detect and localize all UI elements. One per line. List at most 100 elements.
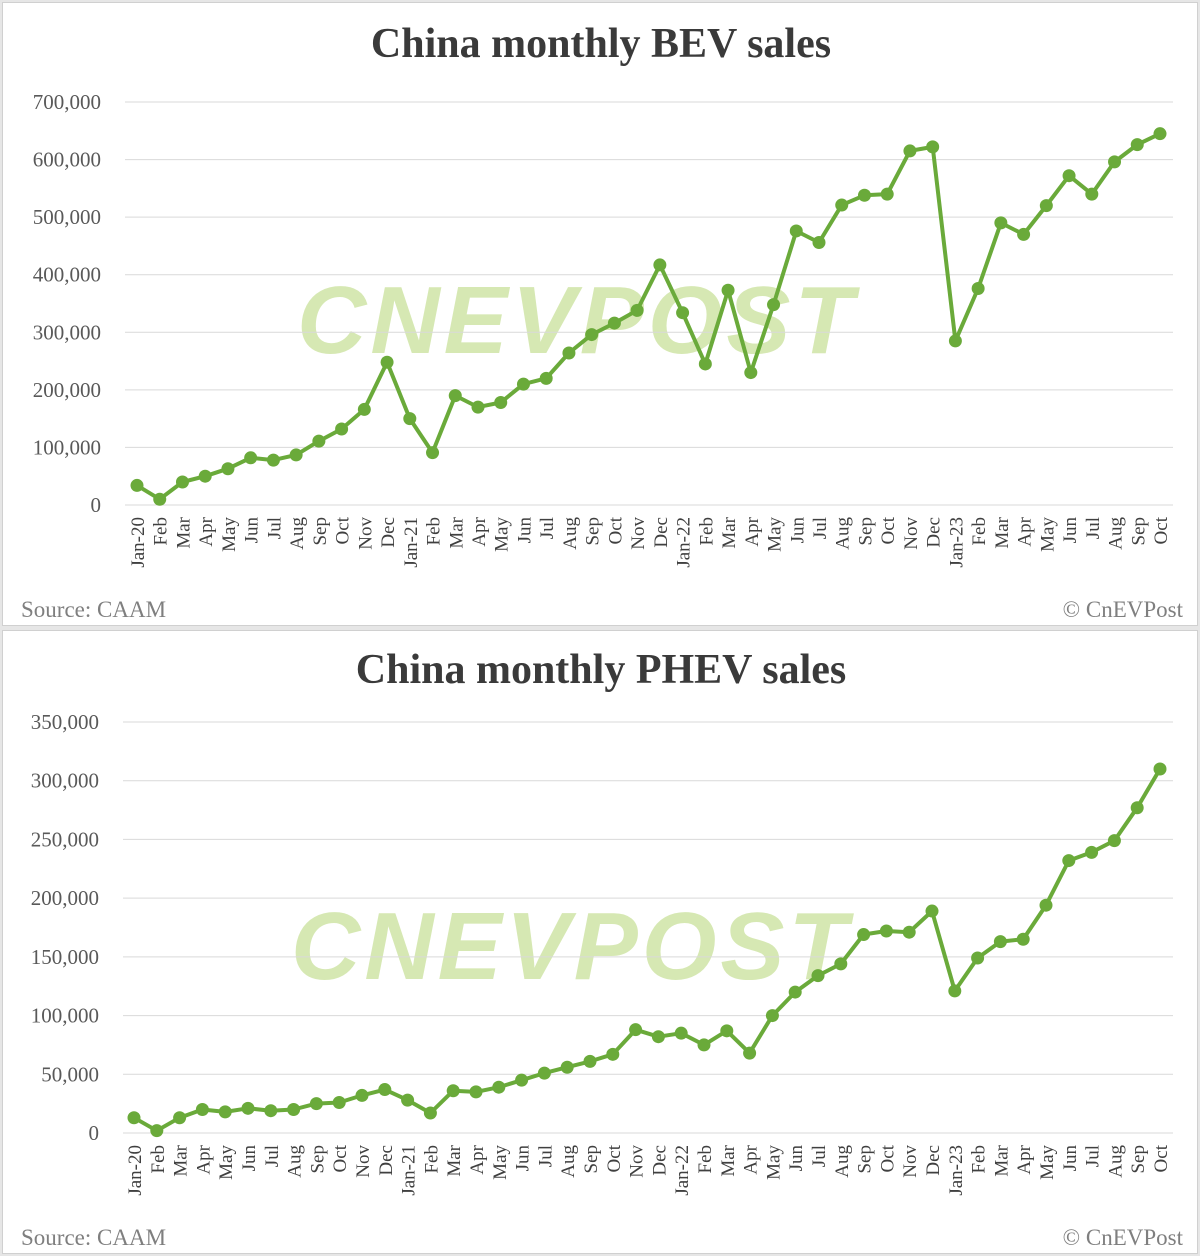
y-tick-label: 100,000: [33, 435, 101, 459]
x-tick-label: Aug: [558, 1145, 579, 1178]
data-point: [309, 1097, 323, 1111]
data-point: [789, 224, 803, 238]
data-point: [1107, 834, 1121, 848]
credit-label: © CnEVPost: [1063, 597, 1184, 622]
data-point: [834, 957, 848, 971]
x-tick-label: Apr: [1014, 1144, 1035, 1174]
x-tick-label: Jan-21: [399, 1145, 420, 1196]
x-tick-label: Nov: [355, 517, 376, 550]
x-tick-label: Dec: [924, 517, 945, 548]
data-point: [173, 1111, 187, 1125]
phev-line-chart: CNEVPOST China monthly PHEV sales 0 50,00…: [21, 647, 1184, 1250]
y-tick-label: 600,000: [33, 148, 101, 172]
x-tick-label: Aug: [1105, 1145, 1126, 1178]
x-tick-label: Jul: [810, 517, 831, 539]
x-tick-label: Feb: [424, 517, 445, 546]
x-tick-label: Sep: [855, 1145, 876, 1174]
x-tick-label: Jun: [239, 1145, 260, 1172]
x-tick-label: Mar: [173, 516, 194, 548]
data-point: [1130, 138, 1144, 152]
data-point: [926, 140, 940, 154]
data-point: [720, 1024, 734, 1038]
data-point: [539, 371, 553, 385]
data-point: [403, 412, 417, 426]
x-tick-label: May: [763, 1145, 784, 1180]
x-tick-label: Mar: [444, 1144, 465, 1176]
x-tick-label: Jul: [1083, 1145, 1104, 1167]
x-tick-label: Jun: [786, 1145, 807, 1172]
x-tick-label: Feb: [421, 1145, 442, 1174]
x-tick-label: Jun: [513, 1145, 534, 1172]
y-tick-label: 200,000: [33, 378, 101, 402]
data-point: [426, 446, 440, 460]
x-tick-label: Dec: [651, 517, 672, 548]
data-point: [1039, 898, 1053, 912]
data-point: [401, 1093, 415, 1107]
x-tick-label: Apr: [1015, 516, 1036, 546]
data-point: [130, 478, 144, 492]
credit-label: © CnEVPost: [1063, 1225, 1184, 1250]
bev-chart-panel: CNEVPOST China monthly BEV sales 0 100,00…: [2, 2, 1198, 626]
x-tick-label: Dec: [649, 1145, 670, 1176]
y-tick-label: 350,000: [31, 710, 99, 734]
x-tick-label: Aug: [833, 517, 854, 550]
data-point: [287, 1103, 301, 1117]
y-tick-label: 300,000: [31, 769, 99, 793]
y-tick-label: 0: [89, 1121, 100, 1145]
chart-title: China monthly BEV sales: [371, 21, 831, 67]
data-point: [312, 434, 326, 448]
x-tick-label: Feb: [969, 1145, 990, 1174]
data-point: [651, 1030, 665, 1044]
x-tick-label: Jul: [264, 517, 285, 539]
x-tick-label: Feb: [148, 1145, 169, 1174]
data-point: [630, 303, 644, 317]
data-point: [357, 402, 371, 416]
data-point: [1130, 801, 1144, 815]
chart-title: China monthly PHEV sales: [356, 647, 847, 693]
y-tick-label: 300,000: [33, 320, 101, 344]
y-tick-label: 500,000: [33, 205, 101, 229]
x-tick-label: Dec: [378, 517, 399, 548]
x-tick-label: Oct: [604, 1144, 625, 1172]
data-point: [948, 334, 962, 348]
data-point: [583, 1054, 597, 1068]
data-point: [221, 462, 235, 476]
x-tick-label: Feb: [151, 517, 172, 546]
data-point: [492, 1080, 506, 1094]
data-point: [1085, 187, 1099, 201]
data-point: [698, 357, 712, 371]
x-tick-label: Nov: [628, 517, 649, 550]
data-point: [1016, 932, 1030, 946]
x-tick-label: Jan-20: [128, 517, 149, 568]
x-tick-label: Dec: [923, 1145, 944, 1176]
data-point: [423, 1106, 437, 1120]
x-tick-label: Oct: [1151, 516, 1172, 544]
data-point: [244, 451, 258, 465]
x-tick-label: Feb: [695, 1145, 716, 1174]
x-tick-label: Sep: [310, 517, 331, 546]
data-point: [585, 328, 599, 342]
data-point: [153, 492, 167, 506]
data-point: [676, 306, 690, 320]
data-point: [925, 904, 939, 918]
data-point: [1153, 762, 1167, 776]
x-tick-label: Jun: [1060, 517, 1081, 544]
data-point: [264, 1104, 278, 1118]
x-tick-label: Sep: [583, 517, 604, 546]
x-tick-label: Oct: [878, 516, 899, 544]
data-point: [127, 1111, 141, 1125]
x-tick-label: May: [1037, 517, 1058, 552]
data-point: [469, 1085, 483, 1099]
bev-line-chart: CNEVPOST China monthly BEV sales 0 100,00…: [21, 21, 1184, 622]
data-point: [516, 377, 530, 391]
x-tick-label: Sep: [1128, 1145, 1149, 1174]
data-point: [446, 1084, 460, 1098]
x-tick-label: May: [490, 1145, 511, 1180]
data-point: [606, 1047, 620, 1061]
data-point: [198, 469, 212, 483]
x-tick-label: Jun: [242, 517, 263, 544]
data-point: [560, 1060, 574, 1074]
data-point: [857, 188, 871, 202]
data-point: [380, 355, 394, 369]
x-tick-label: Jul: [262, 1145, 283, 1167]
